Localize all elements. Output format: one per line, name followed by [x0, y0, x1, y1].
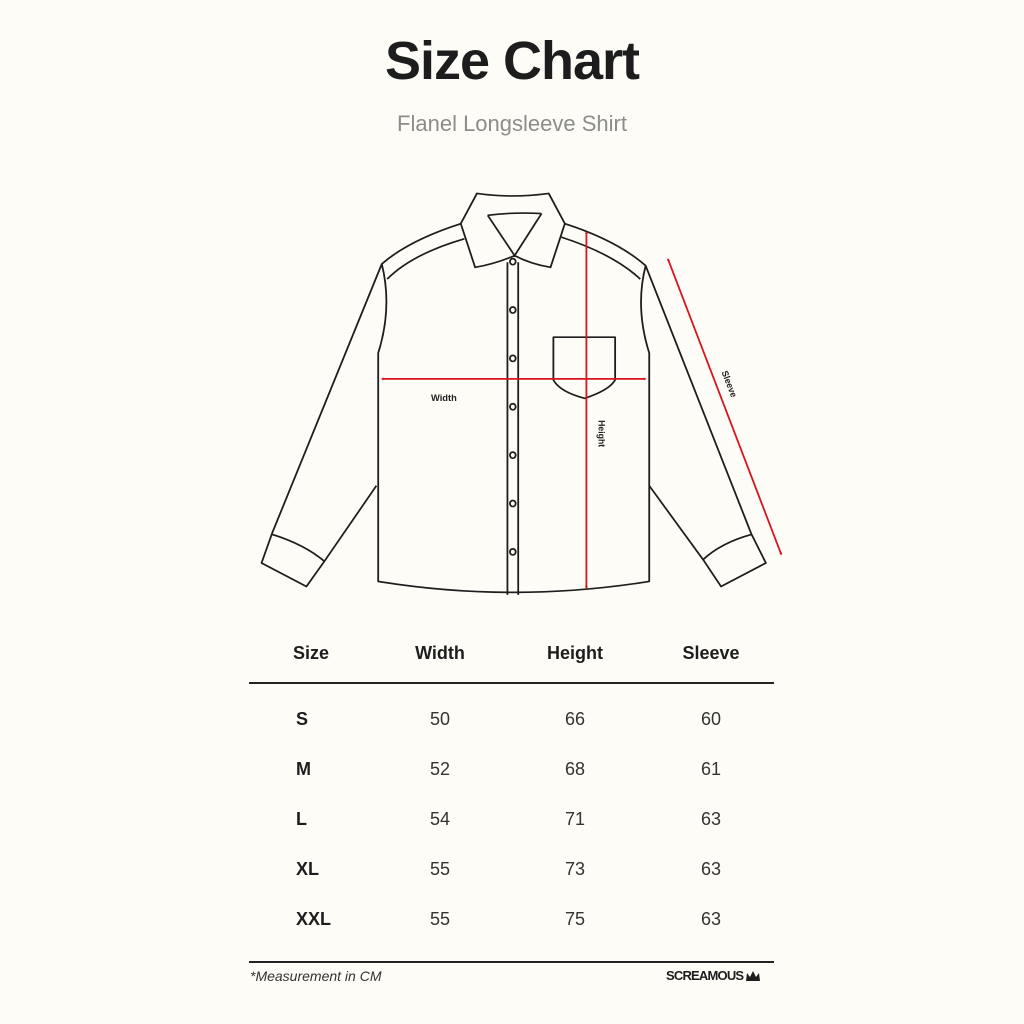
height-value: 68 [564, 759, 586, 779]
size-label: XL [296, 859, 320, 879]
footnote: *Measurement in CM [250, 968, 382, 984]
sleeve-value: 60 [700, 709, 722, 729]
header-sleeve: Sleeve [682, 643, 740, 663]
size-label: S [296, 709, 309, 729]
pocket [552, 336, 617, 400]
height-value: 75 [564, 909, 586, 929]
left-sleeve [260, 263, 383, 588]
sleeve-label: Sleeve [719, 369, 739, 398]
sleeve-value: 61 [700, 759, 722, 779]
buttons [509, 257, 517, 556]
width-value: 55 [429, 859, 451, 879]
sleeve-arrow [667, 258, 783, 556]
height-value: 73 [564, 859, 586, 879]
width-value: 52 [429, 759, 451, 779]
yoke [386, 236, 641, 280]
page-title: Size Chart [384, 31, 640, 91]
crown-icon [746, 971, 761, 981]
header-width: Width [415, 643, 465, 663]
height-value: 71 [564, 809, 586, 829]
sleeve-value: 63 [700, 909, 722, 929]
brand-logo: SCREAMOUS [666, 968, 761, 983]
header-divider [249, 682, 774, 684]
right-sleeve [644, 265, 767, 588]
width-value: 54 [429, 809, 451, 829]
size-label: XXL [296, 909, 332, 929]
height-label: Height [596, 420, 606, 447]
page-subtitle: Flanel Longsleeve Shirt [397, 111, 627, 136]
sleeve-value: 63 [700, 859, 722, 879]
sleeve-value: 63 [700, 809, 722, 829]
placket [506, 262, 520, 595]
shirt-diagram: Width Height Sleeve [260, 192, 783, 595]
size-label: M [296, 759, 311, 779]
collar [459, 192, 566, 269]
width-value: 50 [429, 709, 451, 729]
size-label: L [296, 809, 307, 829]
width-label: Width [431, 393, 457, 403]
width-value: 55 [429, 909, 451, 929]
shirt-body-left [377, 222, 651, 594]
height-value: 66 [564, 709, 586, 729]
header-size: Size [292, 643, 330, 663]
footer-divider [249, 961, 774, 963]
brand-name: SCREAMOUS [666, 968, 744, 983]
header-height: Height [547, 643, 603, 663]
